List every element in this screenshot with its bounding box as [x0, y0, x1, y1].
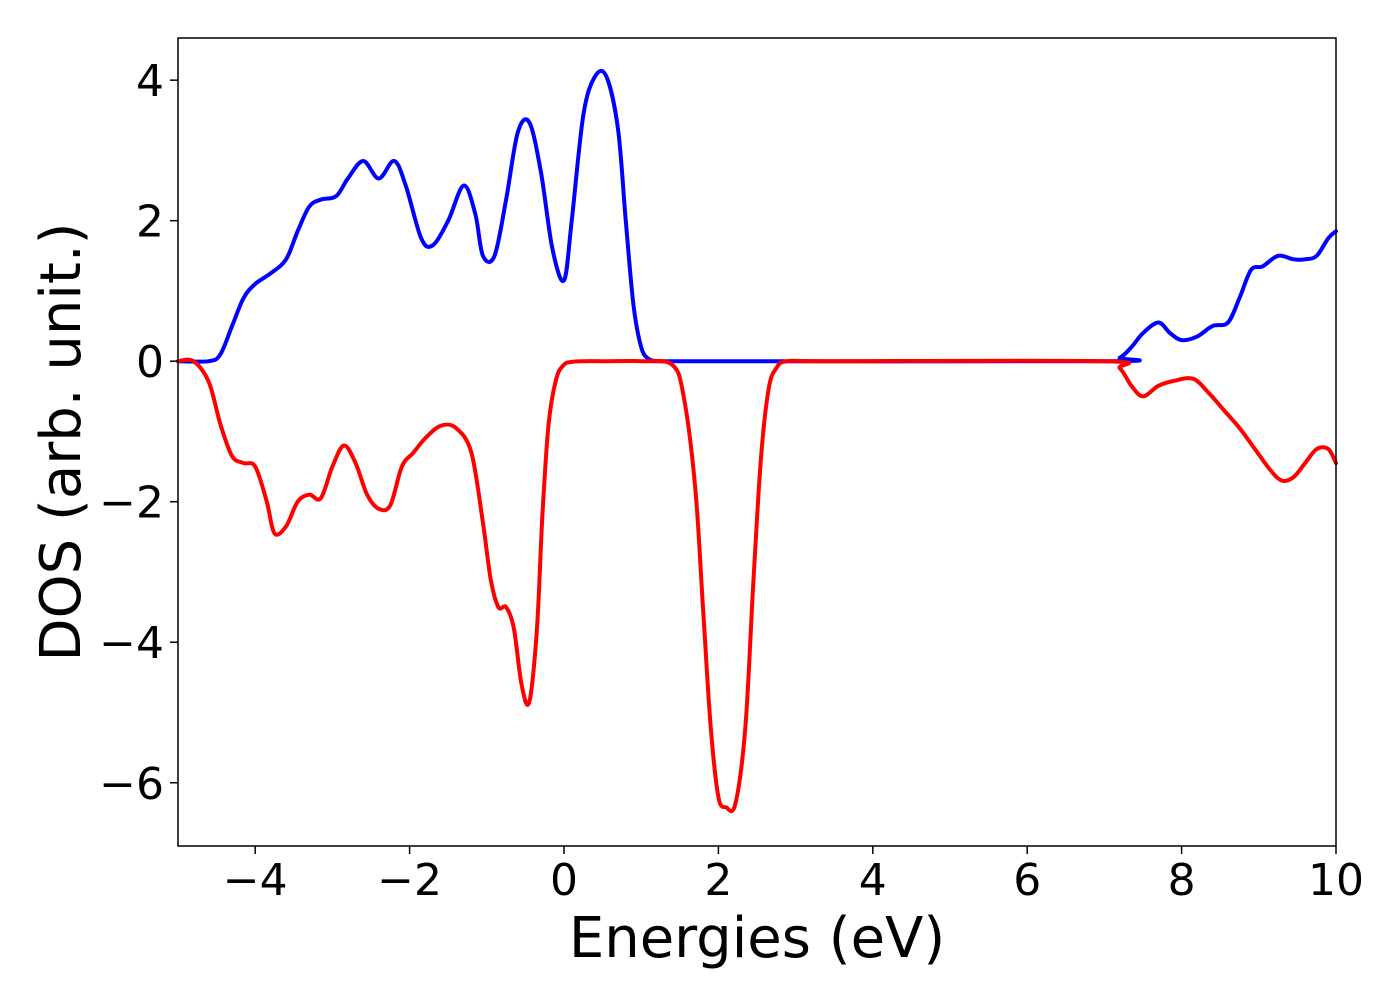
y-tick-label: 2 — [136, 197, 164, 248]
x-tick-label: 8 — [1168, 855, 1196, 906]
x-axis-ticks: −4 −2 0 2 4 6 8 10 — [223, 846, 1364, 906]
x-tick-label: 10 — [1308, 855, 1364, 906]
series-line-2 — [176, 357, 1338, 814]
y-tick-label: −2 — [99, 478, 164, 529]
y-axis-label: DOS (arb. unit.) — [29, 222, 94, 661]
y-tick-label: 0 — [136, 337, 164, 388]
y-tick-label: 4 — [136, 56, 164, 107]
x-tick-label: −4 — [223, 855, 288, 906]
x-axis-label: Energies (eV) — [569, 906, 945, 971]
x-tick-label: −2 — [377, 855, 442, 906]
y-tick-label: −6 — [99, 759, 164, 810]
series-line-1 — [176, 68, 1338, 364]
x-tick-label: 4 — [859, 855, 887, 906]
x-tick-label: 2 — [704, 855, 732, 906]
y-tick-label: −4 — [99, 618, 164, 669]
x-tick-label: 0 — [550, 855, 578, 906]
x-tick-label: 6 — [1013, 855, 1041, 906]
series-layer — [176, 68, 1338, 814]
y-axis-ticks: 4 2 0 −2 −4 −6 — [99, 56, 178, 810]
plot-frame — [177, 37, 1337, 847]
